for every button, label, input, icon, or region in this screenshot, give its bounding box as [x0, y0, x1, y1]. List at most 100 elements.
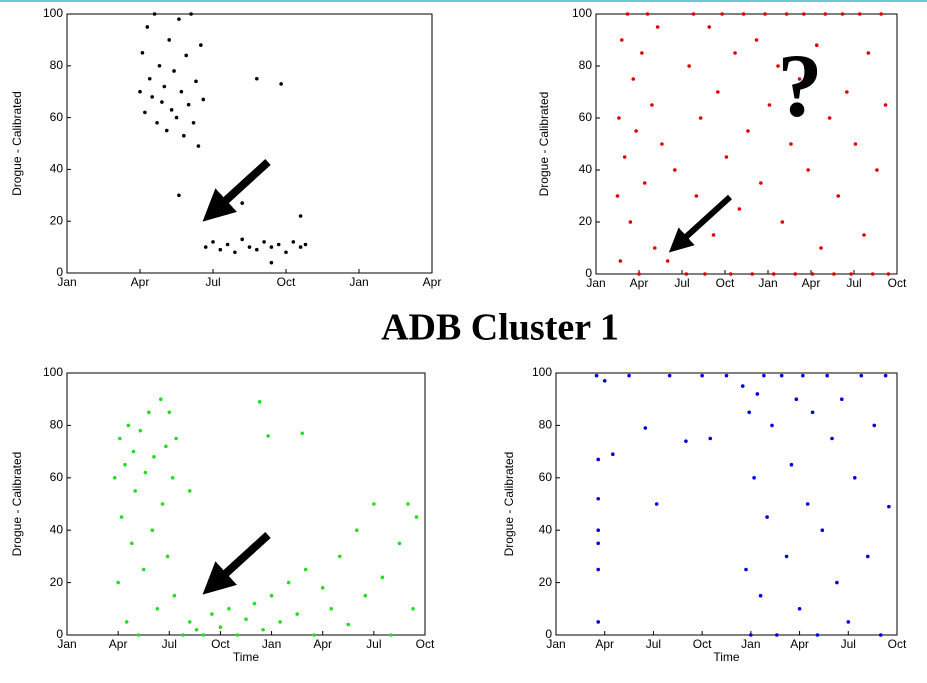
point	[720, 12, 724, 16]
y-tick-label: 40	[579, 162, 593, 176]
point	[870, 272, 875, 276]
point	[618, 259, 623, 263]
point	[883, 373, 888, 378]
point	[724, 373, 729, 378]
point	[233, 250, 237, 255]
point	[138, 89, 142, 94]
y-tick-label: 100	[43, 365, 63, 379]
y-tick-label: 20	[579, 214, 593, 228]
point	[650, 103, 654, 107]
point	[118, 436, 122, 441]
y-tick-label: 100	[532, 365, 552, 379]
point	[698, 116, 703, 120]
point	[652, 246, 657, 250]
point	[158, 397, 163, 402]
point	[859, 373, 864, 378]
point	[640, 51, 644, 55]
point	[278, 620, 282, 624]
point	[261, 627, 265, 632]
point	[303, 242, 308, 247]
point	[767, 103, 772, 107]
y-tick-label: 0	[56, 627, 63, 641]
y-tick-label: 100	[572, 6, 592, 20]
point	[615, 194, 620, 198]
point	[872, 423, 877, 428]
y-tick-label: 20	[539, 575, 553, 589]
x-tick-label: Jul	[162, 637, 177, 651]
point	[240, 237, 244, 242]
point	[823, 12, 828, 16]
point	[746, 129, 750, 133]
point	[143, 470, 148, 475]
point	[700, 373, 704, 378]
point	[389, 633, 393, 637]
y-tick-label: 80	[50, 58, 64, 72]
point	[759, 181, 763, 185]
x-tick-label: Apr	[630, 276, 649, 290]
point	[155, 120, 159, 125]
point	[303, 567, 308, 572]
y-tick-label: 80	[579, 58, 593, 72]
point	[170, 476, 175, 480]
point	[355, 528, 359, 532]
point	[667, 373, 672, 378]
point	[886, 272, 891, 276]
point	[832, 272, 836, 276]
point	[810, 272, 815, 276]
point	[637, 272, 641, 276]
point	[763, 12, 767, 16]
point	[177, 193, 181, 198]
point	[155, 607, 160, 611]
point	[820, 528, 825, 532]
point	[754, 38, 759, 42]
point	[747, 410, 752, 415]
point	[875, 168, 879, 172]
x-tick-label: Jul	[205, 275, 220, 289]
point	[199, 43, 203, 47]
point	[150, 528, 155, 532]
point	[123, 462, 127, 467]
point	[152, 455, 156, 459]
point	[218, 625, 223, 629]
y-tick-label: 100	[43, 6, 63, 20]
x-tick-label: Jan	[758, 276, 777, 290]
point	[673, 168, 677, 172]
point	[793, 272, 798, 276]
point	[320, 586, 325, 590]
point	[225, 242, 230, 247]
point	[776, 64, 780, 68]
point	[846, 620, 851, 624]
arrow	[202, 159, 271, 222]
point	[147, 410, 151, 415]
point	[112, 476, 117, 480]
point	[329, 607, 334, 611]
point	[596, 567, 601, 572]
point	[164, 444, 168, 449]
point	[247, 245, 252, 249]
point	[691, 12, 696, 16]
point	[765, 515, 769, 519]
point	[620, 38, 624, 42]
point	[346, 622, 351, 627]
x-tick-label: Jul	[646, 637, 661, 651]
point	[836, 194, 841, 198]
point	[625, 12, 630, 16]
point	[806, 168, 810, 172]
y-tick-label: 60	[50, 470, 64, 484]
point	[194, 627, 199, 632]
point	[596, 496, 601, 501]
point	[631, 77, 636, 81]
point	[244, 617, 248, 622]
point	[805, 502, 810, 506]
point	[815, 633, 820, 637]
point	[634, 129, 638, 133]
point	[172, 69, 176, 73]
point	[397, 541, 402, 546]
point	[857, 12, 862, 16]
point	[279, 82, 283, 86]
x-tick-label: Oct	[693, 637, 712, 651]
point	[160, 100, 164, 104]
point	[174, 115, 179, 120]
point	[235, 633, 240, 637]
point	[337, 554, 342, 559]
